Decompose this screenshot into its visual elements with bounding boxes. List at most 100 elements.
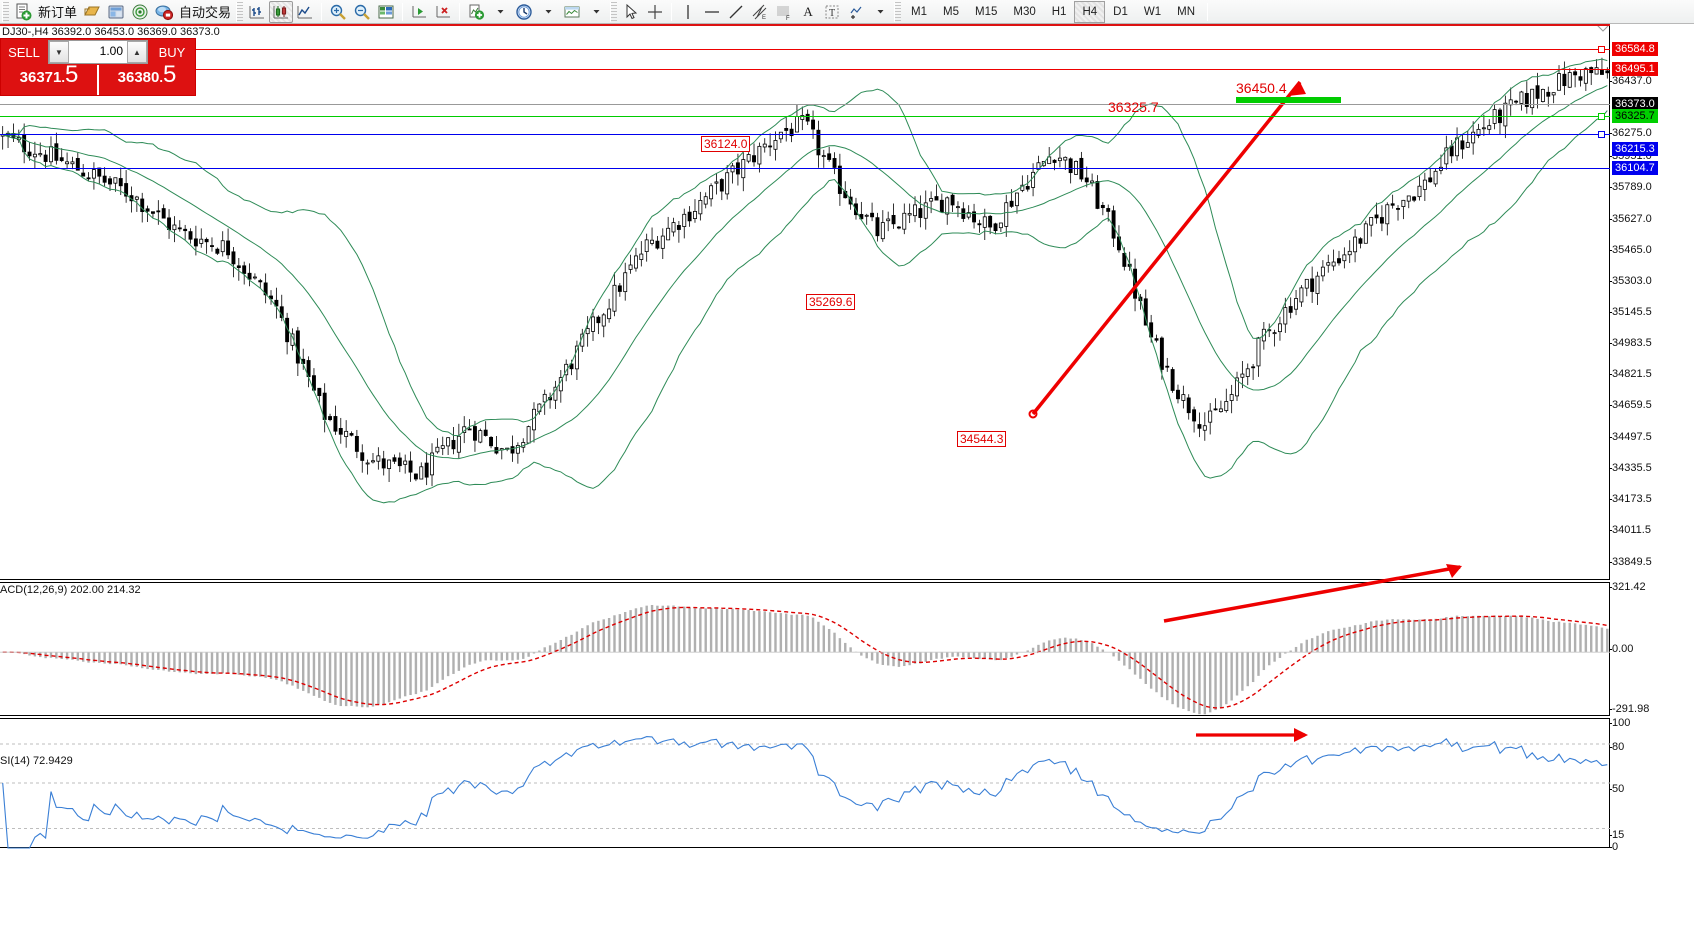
vline-icon[interactable]: [676, 1, 700, 23]
crosshair-icon[interactable]: [643, 1, 667, 23]
zoom-in-icon[interactable]: [326, 1, 350, 23]
price-level-label[interactable]: 36215.3: [1612, 142, 1658, 156]
autotrading-label[interactable]: 自动交易: [179, 5, 232, 20]
level-drag-handle[interactable]: [1598, 46, 1605, 53]
price-level-label[interactable]: 36104.7: [1612, 161, 1658, 175]
sell-button[interactable]: SELL: [1, 39, 47, 65]
ask-price[interactable]: 36380. 5: [99, 63, 195, 95]
price-tick-label: 34659.5: [1609, 399, 1652, 412]
data-window-icon[interactable]: [374, 1, 398, 23]
toolbar-separator-2: [402, 2, 404, 21]
volume-down-arrow-icon[interactable]: ▼: [49, 41, 69, 63]
timeframe-h1-button[interactable]: H1: [1051, 5, 1067, 18]
price-tick-label: 34983.5: [1609, 336, 1652, 349]
terminal-icon[interactable]: [104, 1, 128, 23]
candlestick-icon[interactable]: [269, 0, 294, 23]
rsi-tick-label: 0: [1608, 841, 1619, 853]
text-icon[interactable]: A: [803, 3, 813, 19]
price-annotation[interactable]: 34544.3: [957, 431, 1007, 447]
new-order-icon[interactable]: [11, 1, 35, 23]
price-tick-label: 35145.5: [1609, 305, 1652, 318]
equidistant-channel-icon[interactable]: E: [748, 1, 772, 23]
price-level-label[interactable]: 36275.0: [1609, 127, 1652, 139]
folder-icon[interactable]: [80, 1, 104, 23]
price-tick-label: 34173.5: [1609, 493, 1652, 506]
cursor-icon[interactable]: [619, 1, 643, 23]
autotrading-icon[interactable]: [152, 1, 176, 23]
price-level-line[interactable]: [0, 134, 1610, 135]
price-annotation[interactable]: 35269.6: [806, 294, 856, 310]
toolbar-grip-4[interactable]: [894, 1, 902, 22]
level-drag-handle[interactable]: [1598, 131, 1605, 138]
timeframe-m30-button[interactable]: M30: [1013, 5, 1036, 18]
chevron-down-icon[interactable]: [488, 1, 512, 23]
price-level-line[interactable]: [0, 69, 1610, 70]
period-icon[interactable]: [512, 1, 536, 23]
chevron-down-icon-4[interactable]: [868, 1, 892, 23]
toolbar-grip-2[interactable]: [236, 1, 244, 22]
level-drag-handle[interactable]: [1598, 113, 1605, 120]
svg-text:E: E: [762, 15, 766, 21]
price-annotation[interactable]: 36124.0: [701, 136, 751, 152]
price-level-label[interactable]: 36437.0: [1609, 75, 1652, 87]
timeframe-m1-button[interactable]: M1: [911, 5, 928, 18]
toolbar-grip[interactable]: [2, 1, 9, 22]
price-level-label[interactable]: 36584.8: [1612, 42, 1658, 56]
price-annotation[interactable]: 36325.7: [1108, 99, 1159, 115]
price-tick-label: 35303.0: [1609, 275, 1652, 288]
chart-overlays: 35951.0 35789.0 35627.0 35465.0 35303.0 35145…: [0, 24, 1694, 940]
bid-price-fraction: 5: [64, 61, 79, 88]
volume-value[interactable]: 1.00: [69, 41, 127, 63]
timeframe-m5-button[interactable]: M5: [943, 5, 959, 18]
price-tick-label: 35465.0: [1609, 243, 1652, 256]
chevron-down-icon-3[interactable]: [584, 1, 608, 23]
shift-start-icon[interactable]: [407, 1, 431, 23]
label-icon[interactable]: T: [820, 1, 844, 23]
price-level-label[interactable]: 36325.7: [1612, 109, 1658, 123]
timeframe-m15-button[interactable]: M15: [975, 5, 998, 18]
svg-text:F: F: [786, 16, 790, 21]
price-level-line[interactable]: [0, 116, 1610, 117]
price-tick-label: 35627.0: [1609, 212, 1652, 225]
add-indicator-icon[interactable]: [464, 1, 488, 23]
timeframe-h4-button[interactable]: H4: [1074, 0, 1106, 23]
toolbar-separator: [321, 2, 323, 21]
scroll-marker-icon[interactable]: [1596, 24, 1610, 32]
bid-price-integer: 36371: [19, 69, 62, 86]
templates-icon[interactable]: [560, 1, 584, 23]
chart-area[interactable]: DJ30-,H4 36392.0 36453.0 36369.0 36373.0…: [0, 24, 1694, 940]
price-level-label[interactable]: 36373.0: [1612, 97, 1658, 111]
hline-icon[interactable]: [700, 1, 724, 23]
price-annotation[interactable]: 36450.4: [1236, 80, 1287, 96]
price-level-line[interactable]: [0, 104, 1610, 105]
toolbar-grip-3[interactable]: [610, 1, 618, 22]
line-chart-icon[interactable]: [293, 1, 317, 23]
rsi-tick-label: 80: [1608, 741, 1625, 753]
bid-price[interactable]: 36371. 5: [1, 61, 99, 95]
price-tick-label: 34011.5: [1609, 524, 1651, 537]
main-toolbar: 新订单: [0, 0, 1694, 24]
new-order-label[interactable]: 新订单: [38, 5, 78, 20]
price-level-line[interactable]: [0, 49, 1610, 50]
timeframe-mn-button[interactable]: MN: [1177, 5, 1195, 18]
volume-up-arrow-icon[interactable]: ▲: [127, 41, 147, 63]
objects-icon[interactable]: [844, 1, 868, 23]
timeframe-w1-button[interactable]: W1: [1143, 5, 1162, 18]
toolbar-separator-3: [459, 2, 461, 21]
timeframe-d1-button[interactable]: D1: [1113, 5, 1128, 18]
chevron-down-icon-2[interactable]: [536, 1, 560, 23]
volume-field[interactable]: ▼ 1.00 ▲: [48, 40, 148, 64]
price-level-line[interactable]: [0, 168, 1610, 169]
shift-end-icon[interactable]: [431, 1, 455, 23]
zoom-out-icon[interactable]: [350, 1, 374, 23]
rsi-tick-label: 100: [1608, 717, 1631, 729]
navigator-icon[interactable]: [128, 1, 152, 23]
one-click-trading-panel[interactable]: SELL ▼ 1.00 ▲ BUY 36371. 5 36380. 5: [0, 38, 196, 96]
price-level-label[interactable]: 36495.1: [1612, 62, 1658, 76]
price-tick-label: 34821.5: [1609, 368, 1652, 381]
bar-chart-icon[interactable]: [245, 1, 269, 23]
rsi-label: SI(14) 72.9429: [0, 755, 73, 767]
trendline-icon[interactable]: [724, 1, 748, 23]
macd-tick-label: -291.98: [1608, 703, 1650, 715]
fibonacci-icon[interactable]: F: [772, 1, 796, 23]
